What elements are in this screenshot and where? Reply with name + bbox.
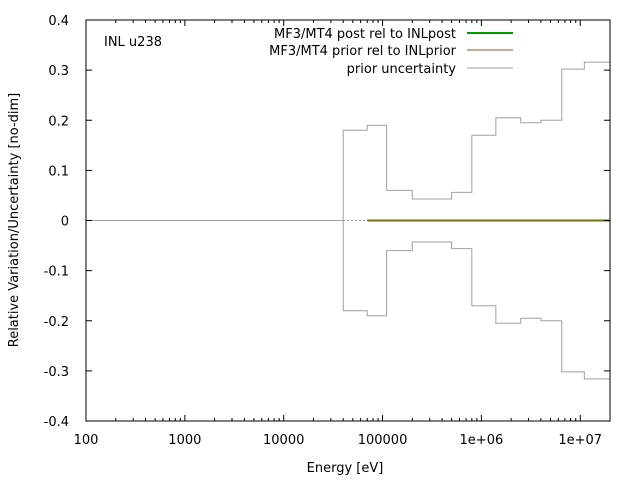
y-tick-label: 0.4: [48, 14, 69, 29]
legend-label: MF3/MT4 prior rel to INLprior: [269, 44, 456, 59]
axis-ticks: 0.4 0.3 0.2 0.1 0 -0.1 -0.2 -0.3 -0.4 100 1000 1000…: [44, 14, 611, 448]
x-tick-label: 100000: [358, 433, 408, 448]
legend: MF3/MT4 post rel to INLpost MF3/MT4 prior…: [269, 27, 513, 77]
y-tick-label: 0.3: [48, 64, 69, 79]
x-tick-label: 1000: [168, 433, 201, 448]
y-tick-label: 0.1: [48, 164, 69, 179]
prior-uncertainty-lower-line: [86, 220, 610, 380]
x-tick-label: 1e+07: [558, 433, 602, 448]
x-tick-label: 100: [74, 433, 99, 448]
y-tick-label: -0.4: [44, 415, 69, 430]
x-tick-label: 1e+06: [460, 433, 504, 448]
legend-label: prior uncertainty: [347, 62, 457, 77]
y-tick-label: -0.1: [44, 265, 69, 280]
plot-area: [86, 61, 610, 380]
prior-uncertainty-upper-line: [86, 61, 610, 221]
y-tick-label: -0.2: [44, 315, 69, 330]
x-axis-label: Energy [eV]: [307, 461, 384, 476]
y-axis-label: Relative Variation/Uncertainty [no-dim]: [7, 93, 22, 348]
y-tick-label: -0.3: [44, 365, 69, 380]
legend-label: MF3/MT4 post rel to INLpost: [274, 27, 456, 42]
annotation-label: INL u238: [104, 35, 162, 50]
x-tick-label: 10000: [263, 433, 304, 448]
y-tick-label: 0.2: [48, 114, 69, 129]
y-tick-label: 0: [61, 215, 69, 230]
